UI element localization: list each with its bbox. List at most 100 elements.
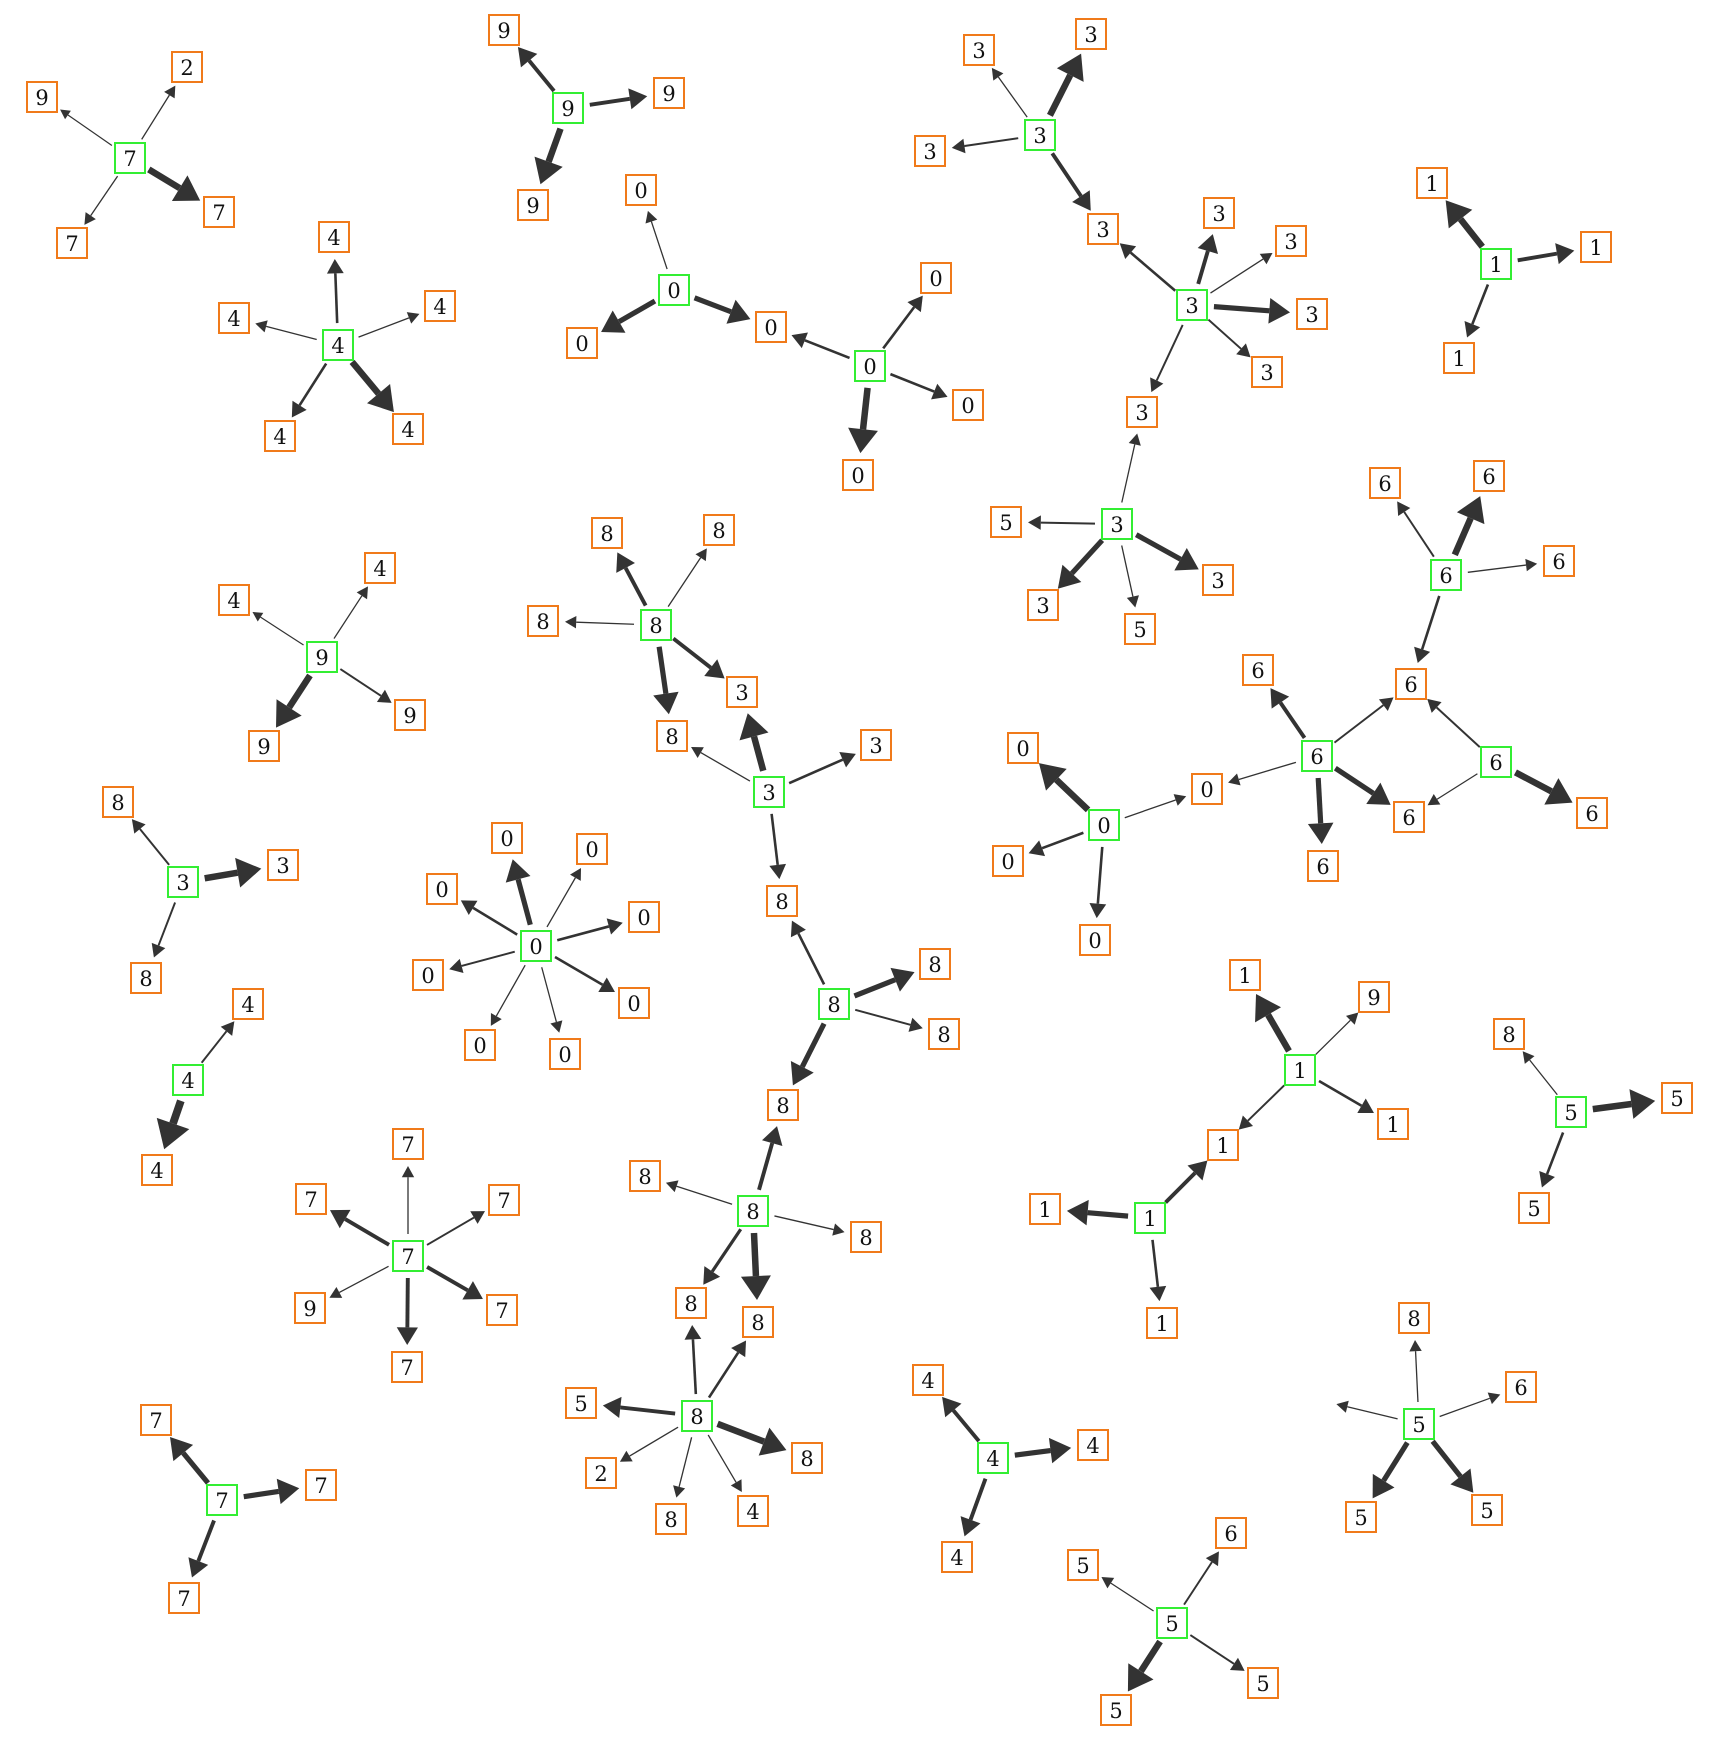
neighbor-node-n8i: 8 (928, 1018, 960, 1050)
node-digit-label: 1 (1293, 1059, 1306, 1083)
edge-arrowhead-c3a-n3c (951, 138, 966, 154)
edge-line-c3b-n3e (1196, 250, 1210, 285)
edge-arrowhead-c6b-n6d (1378, 697, 1394, 711)
node-digit-label: 7 (314, 1474, 327, 1498)
node-digit-label: 3 (972, 39, 985, 63)
node-box (1430, 559, 1462, 591)
edge-arrowhead-c8a-n3l (704, 659, 725, 679)
neighbor-node-n1g: 1 (1029, 1193, 1061, 1225)
node-digit-label: 4 (150, 1159, 163, 1183)
node-digit-label: 5 (1670, 1087, 1683, 1111)
node-box (1229, 959, 1261, 991)
edge-line-c0b-n0e (889, 372, 935, 393)
node-box (914, 135, 946, 167)
center-node-c0b: 0 (854, 350, 886, 382)
edge-line-c1b-n1f (1247, 1084, 1285, 1122)
neighbor-node-n3d: 3 (1087, 213, 1119, 245)
neighbor-node-n6f: 6 (1393, 801, 1425, 833)
edge-line-c3b-n3f (1210, 258, 1264, 294)
edge-line-c0d-n0q (495, 964, 526, 1017)
edge-line-c6c-n6d (1435, 706, 1481, 748)
edge-line-c3b-n3g (1213, 304, 1270, 314)
center-node-c5a: 5 (1555, 1096, 1587, 1128)
node-box (364, 552, 396, 584)
edge-arrowhead-c8c-n8l (832, 1223, 845, 1236)
node-digit-label: 4 (181, 1069, 194, 1093)
center-node-c6a: 6 (1430, 559, 1462, 591)
edge-line-c6a-n6a (1403, 511, 1435, 558)
node-box (726, 676, 758, 708)
node-digit-label: 3 (1284, 230, 1297, 254)
node-digit-label: 9 (257, 735, 270, 759)
edge-arrowhead-c5b-n5f (1372, 1473, 1395, 1499)
edge-line-c3b-n3i (1155, 324, 1184, 381)
node-box (1088, 809, 1120, 841)
edge-arrowhead-c3d-n3m (839, 751, 856, 768)
node-box (1301, 740, 1333, 772)
edge-line-c5c-n5h (1110, 1582, 1154, 1612)
neighbor-node-n0i: 0 (992, 845, 1024, 877)
edge-arrowhead-c8a-n8d (653, 691, 679, 715)
node-digit-label: 8 (1502, 1023, 1515, 1047)
edge-line-c9b-n4g (333, 595, 363, 639)
node-digit-label: 9 (303, 1297, 316, 1321)
edge-line-c8c-n8m (710, 1228, 743, 1273)
edge-arrowhead-c5c-n6j (1205, 1551, 1219, 1567)
node-box (248, 730, 280, 762)
node-digit-label: 1 (1452, 347, 1465, 371)
edge-line-c5c-n6j (1183, 1561, 1213, 1606)
node-box (755, 311, 787, 343)
center-node-c7b: 7 (392, 1240, 424, 1272)
node-box (488, 14, 520, 46)
node-box (842, 459, 874, 491)
neighbor-node-n3g: 3 (1296, 298, 1328, 330)
neighbor-node-n9e: 9 (248, 730, 280, 762)
edge-line-c1a-n1c (1471, 283, 1490, 325)
neighbor-node-n3l: 3 (726, 676, 758, 708)
edge-arrowhead-c0d-n0p (598, 977, 615, 992)
edge-arrowhead-c7b-n9g (329, 1286, 343, 1298)
edge-line-c8b-n8i (854, 1008, 911, 1026)
edge-line-c6b-n0g (1238, 761, 1297, 781)
node-digit-label: 6 (1482, 465, 1495, 489)
node-digit-label: 6 (1310, 745, 1323, 769)
edge-arrowhead-c7c-n7i (276, 1478, 300, 1505)
node-box (1543, 545, 1575, 577)
edge-arrowhead-c0a-n0b (601, 310, 626, 333)
node-box (658, 274, 690, 306)
node-digit-label: 4 (273, 425, 286, 449)
node-digit-label: 0 (667, 279, 680, 303)
node-digit-label: 5 (1165, 1612, 1178, 1636)
neighbor-node-n8k: 8 (629, 1160, 661, 1192)
neighbor-node-n4a: 4 (318, 221, 350, 253)
node-digit-label: 1 (1238, 964, 1251, 988)
edge-line-c8b-n8j (799, 1022, 827, 1068)
node-box (629, 1160, 661, 1192)
node-box (1247, 1667, 1279, 1699)
edge-arrowhead-c4c-n4l (1048, 1437, 1072, 1464)
edge-line-c0a-n0c (693, 295, 732, 315)
node-digit-label: 3 (735, 681, 748, 705)
node-digit-label: 4 (950, 1546, 963, 1570)
neighbor-node-n3m: 3 (860, 729, 892, 761)
neighbor-node-n6j: 6 (1215, 1517, 1247, 1549)
neighbor-node-n1b: 1 (1580, 231, 1612, 263)
neighbor-node-n7i: 7 (305, 1469, 337, 1501)
edge-line-c8a-n8b (667, 557, 702, 608)
neighbor-node-n8e: 8 (766, 885, 798, 917)
node-digit-label: 8 (665, 725, 678, 749)
node-box (1067, 1549, 1099, 1581)
node-digit-label: 7 (212, 201, 225, 225)
edge-arrowhead-c5c-n5j (1229, 1657, 1245, 1671)
node-box (928, 1018, 960, 1050)
edge-line-c3b-n3d (1129, 251, 1177, 292)
node-box (102, 786, 134, 818)
node-digit-label: 3 (1084, 23, 1097, 47)
node-digit-label: 4 (986, 1447, 999, 1471)
edge-line-c0d-n0k (515, 878, 533, 926)
edge-line-c9b-n9e (286, 673, 313, 710)
node-digit-label: 3 (1033, 124, 1046, 148)
edge-line-c4c-n4l (1014, 1447, 1051, 1458)
node-digit-label: 0 (500, 827, 513, 851)
node-box (963, 34, 995, 66)
